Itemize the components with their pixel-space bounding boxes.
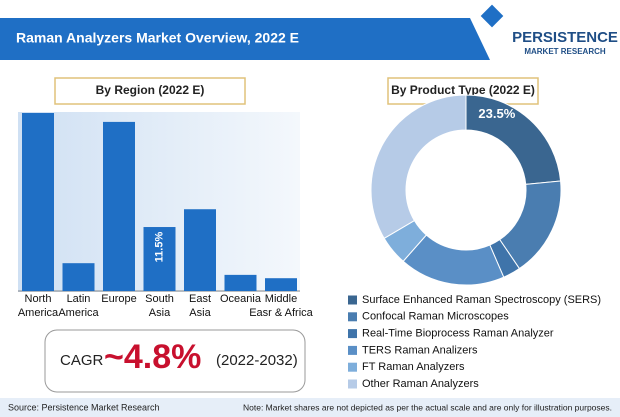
bar	[62, 263, 95, 291]
cagr-value: ~4.8%	[104, 338, 201, 376]
bar	[103, 121, 135, 292]
chart-title-box	[54, 77, 246, 105]
legend-swatch	[348, 379, 357, 389]
x-tick-line: Asia	[149, 307, 171, 319]
bar	[224, 274, 257, 291]
x-tick-label: Latin America	[58, 293, 99, 319]
header-title: Raman Analyzers Market Overview, 2022 E	[16, 30, 299, 46]
legend-swatch	[348, 295, 357, 305]
footer-note: Note: Market shares are not depicted as …	[243, 402, 612, 412]
x-tick-line: South	[145, 293, 174, 305]
x-tick-line: Latin	[67, 293, 91, 305]
x-tick-label: Europe	[101, 293, 136, 305]
legend-label: FT Raman Analyzers	[362, 361, 465, 373]
x-tick-label: South Asia	[145, 293, 174, 319]
data-label: 11.5%	[153, 232, 165, 263]
x-tick-line: North	[25, 293, 52, 305]
bar	[143, 227, 176, 291]
legend-label: TERS Raman Analizers	[362, 344, 478, 356]
cagr-box	[44, 329, 306, 393]
cagr-label: CAGR	[60, 352, 104, 369]
legend-label: Confocal Raman Microscopes	[362, 311, 509, 323]
x-tick-line: Easr & Africa	[249, 307, 313, 319]
chart-title: By Product Type (2022 E)	[391, 83, 535, 97]
bar	[22, 113, 54, 291]
chart-title: By Region (2022 E)	[96, 83, 205, 97]
x-tick-line: Middle	[265, 293, 297, 305]
header-band	[0, 18, 490, 60]
x-tick-line: America	[18, 307, 59, 319]
x-tick-label: East Asia	[189, 293, 212, 319]
footer-source: Source: Persistence Market Research	[8, 402, 160, 412]
x-tick-line: East	[189, 293, 211, 305]
x-tick-label: Oceania	[220, 293, 262, 305]
footer-band	[0, 398, 620, 417]
legend-label: Other Raman Analyzers	[362, 378, 479, 390]
x-tick-label: Middle Easr & Africa	[249, 293, 313, 319]
legend-label: Surface Enhanced Raman Spectroscopy (SER…	[362, 294, 601, 306]
donut-segment	[370, 94, 467, 240]
legend-swatch	[348, 362, 357, 372]
bar	[265, 278, 297, 291]
bar	[184, 209, 216, 291]
data-label: 23.5%	[478, 106, 515, 121]
logo-subtitle: MARKET RESEARCH	[524, 47, 606, 56]
cagr-period: (2022-2032)	[216, 352, 298, 369]
legend-swatch	[348, 345, 357, 355]
legend-swatch	[348, 329, 357, 339]
x-tick-line: America	[58, 307, 99, 319]
logo-name: PERSISTENCE	[512, 29, 618, 46]
x-tick-line: Asia	[189, 307, 211, 319]
legend-label: Real-Time Bioprocess Raman Analyzer	[362, 328, 554, 340]
x-tick-label: North America	[18, 293, 59, 319]
legend-swatch	[348, 312, 357, 322]
